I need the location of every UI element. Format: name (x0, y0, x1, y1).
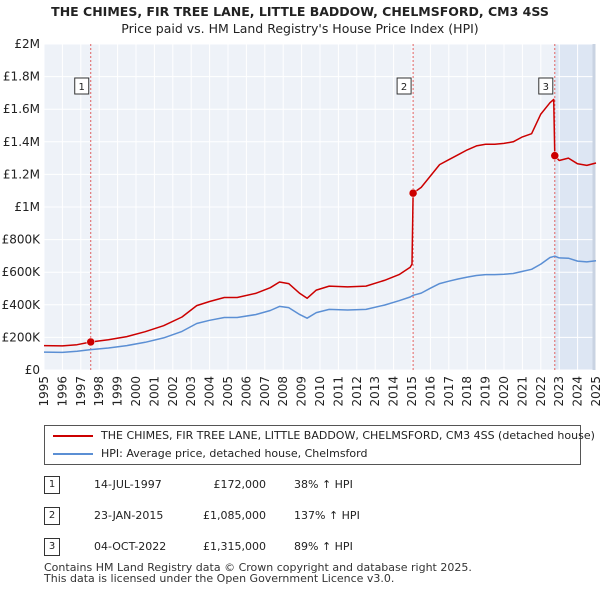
chart-subtitle: Price paid vs. HM Land Registry's House … (121, 21, 479, 36)
y-tick-label: £1.4M (3, 135, 40, 149)
sale-label-box (538, 77, 554, 95)
sale-point (408, 188, 418, 198)
sale-label-number: 3 (543, 82, 549, 93)
footer-license: This data is licensed under the Open Gov… (44, 572, 395, 585)
x-tick-label: 1997 (74, 376, 88, 407)
x-tick-label: 2013 (368, 376, 382, 407)
x-tick-label: 2004 (203, 376, 217, 407)
sale-label-number: 1 (79, 82, 85, 93)
y-tick-label: £600K (2, 265, 42, 279)
x-tick-label: 2024 (571, 376, 585, 407)
y-tick-label: £1.2M (3, 167, 40, 181)
x-tick-label: 1995 (37, 376, 51, 407)
x-tick-label: 1999 (111, 376, 125, 407)
y-tick-label: £400K (2, 298, 42, 312)
y-tick-label: £1.6M (3, 102, 40, 116)
transaction-date: 04-OCT-2022 (94, 540, 167, 553)
x-tick-label: 2012 (350, 376, 364, 407)
x-tick-label: 2023 (552, 376, 566, 407)
legend-swatch-property (53, 435, 93, 437)
x-tick-label: 2020 (497, 376, 511, 407)
x-tick-label: 2001 (147, 376, 161, 407)
transaction-price: £1,315,000 (203, 540, 266, 553)
x-tick-label: 2014 (387, 376, 401, 407)
x-tick-label: 2017 (442, 376, 456, 407)
transaction-number: 3 (44, 538, 60, 556)
transaction-number: 2 (44, 507, 60, 525)
x-tick-label: 2010 (313, 376, 327, 407)
legend-label-property: THE CHIMES, FIR TREE LANE, LITTLE BADDOW… (101, 429, 595, 442)
x-tick-label: 2021 (515, 376, 529, 407)
transaction-hpi: 137% ↑ HPI (294, 509, 360, 522)
transaction-hpi: 89% ↑ HPI (294, 540, 353, 553)
transaction-date: 14-JUL-1997 (94, 478, 162, 491)
footer-copyright: Contains HM Land Registry data © Crown c… (44, 561, 472, 574)
y-tick-label: £1.8M (3, 70, 40, 84)
x-tick-label: 2022 (534, 376, 548, 407)
x-tick-label: 2006 (239, 376, 253, 407)
y-tick-label: £0 (25, 363, 40, 377)
x-tick-label: 2007 (258, 376, 272, 407)
y-tick-label: £1M (14, 200, 40, 214)
chart-title: THE CHIMES, FIR TREE LANE, LITTLE BADDOW… (51, 4, 549, 19)
x-tick-label: 2003 (184, 376, 198, 407)
y-tick-label: £200K (2, 330, 42, 344)
property-price-line (43, 98, 597, 347)
price-chart: £0 £200K £400K £600K £800K £1M £1.2M £1.4M £1.6M… (2, 37, 600, 407)
x-tick-label: 2005 (221, 376, 235, 407)
x-tick-label: 2016 (423, 376, 437, 407)
x-tick-label: 2008 (276, 376, 290, 407)
sale-point (550, 151, 560, 160)
x-tick-label: 2002 (166, 376, 180, 407)
x-tick-label: 2011 (331, 376, 345, 407)
legend-swatch-hpi (53, 453, 93, 455)
x-tick-label: 2019 (479, 376, 493, 407)
x-tick-label: 2015 (405, 376, 419, 407)
x-tick-label: 2009 (295, 376, 309, 407)
transaction-hpi: 38% ↑ HPI (294, 478, 353, 491)
x-tick-label: 1996 (55, 376, 69, 407)
transaction-price: £172,000 (213, 478, 267, 491)
transaction-number: 1 (44, 476, 60, 494)
transaction-price: £1,085,000 (203, 509, 266, 522)
x-tick-label: 2000 (129, 376, 143, 407)
sale-label-box (74, 77, 90, 95)
hpi-line (43, 255, 597, 354)
y-tick-label: £800K (2, 233, 42, 247)
y-tick-label: £2M (14, 37, 40, 51)
x-tick-label: 2018 (460, 376, 474, 407)
sale-point (86, 337, 95, 347)
sale-label-number: 2 (401, 82, 407, 93)
legend: THE CHIMES, FIR TREE LANE, LITTLE BADDOW… (44, 425, 595, 465)
legend-label-hpi: HPI: Average price, detached house, Chel… (101, 447, 368, 460)
sale-label-box (396, 77, 412, 95)
x-tick-label: 1998 (92, 376, 106, 407)
transaction-date: 23-JAN-2015 (94, 509, 164, 522)
x-tick-label: 2025 (589, 376, 600, 407)
